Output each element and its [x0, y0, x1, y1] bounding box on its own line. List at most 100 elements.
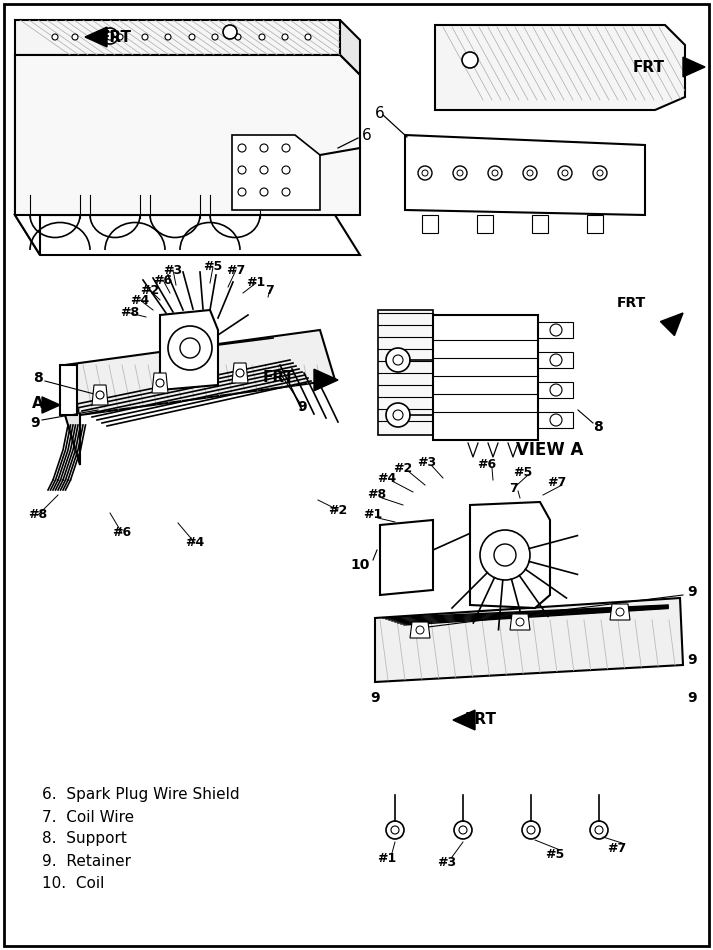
Text: #8: #8 [29, 508, 48, 522]
Circle shape [593, 166, 607, 180]
Text: #6: #6 [478, 459, 496, 471]
Text: 9: 9 [687, 653, 697, 667]
Circle shape [453, 166, 467, 180]
Circle shape [597, 170, 603, 176]
Circle shape [550, 324, 562, 336]
Text: #2: #2 [329, 504, 348, 517]
Polygon shape [232, 135, 320, 210]
Polygon shape [15, 55, 360, 215]
Circle shape [454, 821, 472, 839]
Text: 8: 8 [593, 420, 603, 434]
Circle shape [180, 338, 200, 358]
Polygon shape [15, 20, 340, 55]
Circle shape [523, 166, 537, 180]
Circle shape [156, 379, 164, 387]
Text: 6: 6 [362, 128, 371, 143]
Circle shape [282, 166, 290, 174]
Text: 9: 9 [30, 416, 40, 430]
Text: #8: #8 [367, 488, 386, 502]
Circle shape [386, 348, 410, 372]
Circle shape [488, 166, 502, 180]
Polygon shape [405, 135, 645, 215]
Text: FRT: FRT [465, 712, 497, 728]
Polygon shape [92, 385, 108, 405]
Polygon shape [340, 20, 360, 75]
Circle shape [165, 34, 171, 40]
Text: #1: #1 [377, 851, 396, 864]
Text: FRT: FRT [263, 370, 295, 385]
Circle shape [142, 34, 148, 40]
Polygon shape [538, 412, 573, 428]
Circle shape [550, 414, 562, 426]
Circle shape [106, 32, 114, 40]
Text: #3: #3 [438, 856, 456, 868]
Text: #4: #4 [185, 537, 205, 549]
Text: #5: #5 [545, 848, 565, 862]
Polygon shape [42, 397, 60, 413]
Polygon shape [15, 55, 40, 255]
Circle shape [562, 170, 568, 176]
Polygon shape [65, 330, 335, 415]
Polygon shape [510, 614, 530, 630]
Polygon shape [470, 502, 550, 608]
Polygon shape [232, 363, 248, 383]
Circle shape [550, 354, 562, 366]
Circle shape [72, 34, 78, 40]
Polygon shape [538, 352, 573, 368]
Text: 10: 10 [350, 558, 369, 572]
Text: #4: #4 [377, 471, 396, 484]
Polygon shape [683, 57, 705, 77]
Text: #4: #4 [130, 294, 150, 307]
Circle shape [168, 326, 212, 370]
Circle shape [282, 144, 290, 152]
Polygon shape [375, 598, 683, 682]
Circle shape [52, 34, 58, 40]
Circle shape [616, 608, 624, 616]
Polygon shape [65, 365, 80, 465]
Text: #6: #6 [113, 526, 132, 540]
Text: 9.  Retainer: 9. Retainer [42, 853, 131, 868]
Circle shape [393, 410, 403, 420]
Polygon shape [60, 365, 77, 415]
Circle shape [260, 144, 268, 152]
Circle shape [235, 34, 241, 40]
Polygon shape [453, 710, 475, 730]
Text: 9: 9 [297, 400, 307, 414]
Circle shape [457, 170, 463, 176]
Circle shape [422, 170, 428, 176]
Text: 9: 9 [687, 691, 697, 705]
Circle shape [96, 391, 104, 399]
Polygon shape [422, 215, 438, 233]
Text: #6: #6 [153, 274, 173, 287]
Text: 6.  Spark Plug Wire Shield: 6. Spark Plug Wire Shield [42, 788, 240, 803]
Polygon shape [477, 215, 493, 233]
Polygon shape [610, 604, 630, 620]
Text: 7.  Coil Wire: 7. Coil Wire [42, 809, 134, 825]
Text: 10.  Coil: 10. Coil [42, 876, 104, 890]
Circle shape [223, 25, 237, 39]
Circle shape [259, 34, 265, 40]
Text: #7: #7 [548, 476, 567, 488]
Circle shape [117, 34, 123, 40]
Circle shape [189, 34, 195, 40]
Circle shape [595, 826, 603, 834]
Text: 7: 7 [508, 482, 518, 495]
Text: FRT: FRT [617, 296, 646, 310]
Text: #2: #2 [140, 283, 160, 296]
Text: #1: #1 [247, 276, 266, 290]
Circle shape [494, 544, 516, 566]
Polygon shape [160, 310, 218, 390]
Polygon shape [538, 322, 573, 338]
Circle shape [527, 826, 535, 834]
Polygon shape [85, 28, 107, 47]
Text: 6: 6 [375, 105, 385, 121]
Text: #3: #3 [163, 263, 183, 276]
Circle shape [238, 166, 246, 174]
Circle shape [238, 188, 246, 196]
Circle shape [386, 403, 410, 427]
Circle shape [462, 52, 478, 68]
Text: 8: 8 [33, 371, 43, 385]
Circle shape [492, 170, 498, 176]
Polygon shape [410, 622, 430, 638]
Circle shape [480, 530, 530, 580]
